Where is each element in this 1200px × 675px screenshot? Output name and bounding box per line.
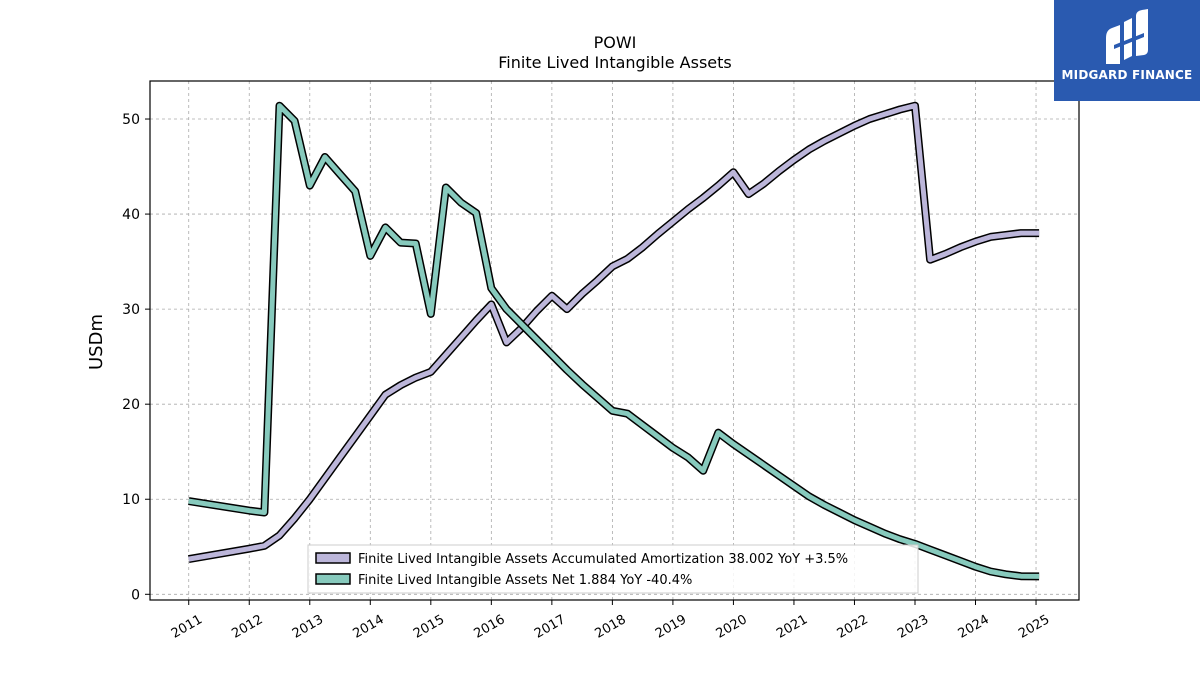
x-tick-label: 2014: [350, 612, 386, 642]
x-tick-label: 2022: [835, 612, 871, 642]
x-tick-label: 2025: [1016, 612, 1052, 642]
x-tick-label: 2011: [169, 612, 205, 642]
y-tick-label: 0: [131, 587, 140, 603]
legend: Finite Lived Intangible Assets Accumulat…: [307, 544, 919, 594]
legend-swatch-net: [315, 573, 351, 585]
y-axis-label: USDm: [86, 314, 107, 370]
y-tick-label: 40: [122, 207, 140, 223]
y-tick-label: 30: [122, 302, 140, 318]
chart-subtitle: Finite Lived Intangible Assets: [498, 53, 731, 72]
legend-label-amortization: Finite Lived Intangible Assets Accumulat…: [358, 552, 848, 567]
y-tick-label: 50: [122, 112, 140, 128]
x-tick-label: 2018: [593, 612, 629, 642]
legend-swatch-amortization: [315, 552, 351, 564]
legend-box: [307, 544, 919, 594]
brand-name: MIDGARD FINANCE: [1061, 68, 1193, 82]
x-tick-label: 2020: [714, 612, 750, 642]
x-tick-label: 2016: [472, 612, 508, 642]
x-axis: 2011 2012 2013 2014 2015 2016 2017 2018 2019 2020…: [169, 600, 1052, 642]
x-tick-label: 2017: [532, 612, 568, 642]
plot-frame: [149, 80, 1080, 601]
brand-logo: MIDGARD FINANCE: [1054, 0, 1200, 101]
y-tick-label: 10: [122, 492, 140, 508]
x-tick-label: 2019: [653, 612, 689, 642]
x-tick-label: 2023: [895, 612, 931, 642]
x-tick-label: 2021: [774, 612, 810, 642]
logo-mark-icon: [1106, 9, 1148, 64]
chart-title: POWI: [594, 33, 637, 52]
x-tick-label: 2013: [290, 612, 326, 642]
y-tick-label: 20: [122, 397, 140, 413]
x-tick-label: 2024: [956, 612, 992, 642]
legend-label-net: Finite Lived Intangible Assets Net 1.884…: [358, 573, 692, 588]
y-axis: 0 10 20 30 40 50: [122, 112, 150, 603]
x-tick-label: 2015: [411, 612, 447, 642]
x-tick-label: 2012: [229, 612, 265, 642]
grid: [150, 81, 1079, 600]
series-line-net: [188, 103, 1040, 579]
series-line-amortization: [188, 103, 1040, 562]
series-lines: [188, 101, 1040, 581]
